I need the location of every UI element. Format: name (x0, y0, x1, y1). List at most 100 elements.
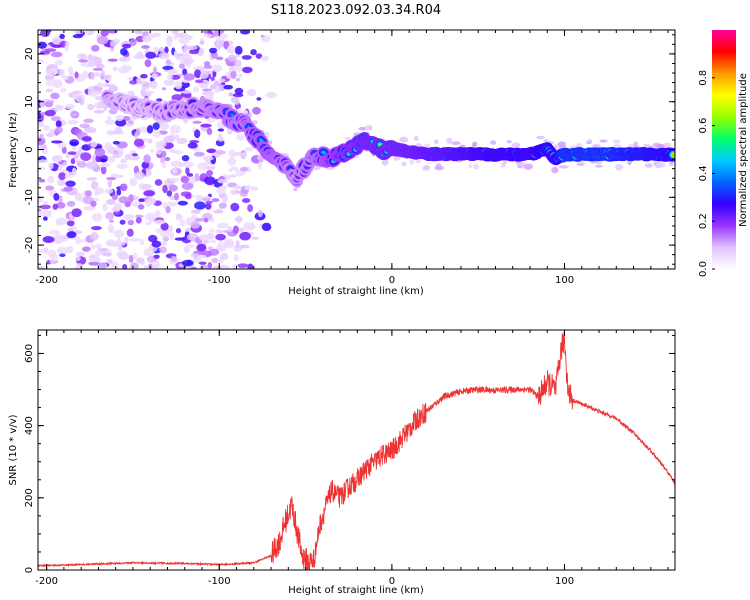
spectrogram-noise-blob (230, 166, 239, 171)
snr-frame (37, 329, 676, 571)
spectrogram-noise-blob (239, 244, 250, 249)
spectrogram-noise-blob (655, 162, 666, 168)
spectrogram-noise-blob (218, 133, 223, 139)
spectrogram-noise-blob (141, 81, 151, 91)
spectrogram-noise-blob (159, 121, 169, 131)
spectrogram-noise-blob (104, 119, 116, 126)
spectrogram-noise-blob (186, 173, 194, 177)
spectrogram-noise-blob (143, 248, 155, 257)
spectrogram-x-tick-label: 100 (555, 275, 574, 286)
spectrogram-x-tick-label: -100 (208, 275, 231, 286)
spectrogram-noise-blob (187, 45, 198, 50)
colorbar-tick-label: 0.0 (698, 261, 709, 277)
spectrogram-noise-blob (468, 163, 473, 169)
spectrogram-noise-blob (75, 251, 86, 257)
spectrogram-noise-blob (137, 204, 145, 210)
spectrogram-noise-blob (423, 143, 431, 148)
spectrogram-noise-blob (135, 77, 142, 85)
spectrogram-noise-blob (415, 158, 422, 164)
colorbar-ticks: 0.0 0.2 0.4 0.6 0.8 (698, 70, 715, 277)
spectrogram-noise-blob (252, 106, 261, 115)
spectrogram-noise-blob (506, 139, 512, 144)
spectrogram-noise-blob (543, 138, 549, 143)
spectrogram-noise-blob (267, 140, 273, 145)
spectrogram-y-tick-label: -10 (24, 189, 35, 205)
spectrogram-noise-blob (435, 163, 442, 170)
spectrogram-noise-blob (239, 166, 248, 172)
spectrogram-noise-blob (247, 204, 254, 213)
spectrogram-noise-blob (217, 179, 229, 184)
spectrogram-noise-blob (133, 165, 140, 175)
spectrogram-noise-blob (80, 152, 92, 162)
spectrogram-noise-blob (223, 84, 233, 90)
spectrogram-noise-blob (195, 217, 205, 222)
spectrogram-noise-blob (106, 258, 114, 265)
spectrogram-noise-blob (71, 167, 77, 176)
spectrogram-noise-blob (233, 151, 242, 157)
spectrogram-noise-blob (129, 177, 138, 187)
spectrogram-y-axis-label: Frequency (Hz) (8, 112, 19, 188)
spectrogram-noise-blob (205, 33, 213, 38)
spectrogram-x-ticks: -200 -100 0 100 (35, 30, 669, 286)
spectrogram-noise-blob (43, 200, 48, 205)
spectrogram-noise-blob (182, 68, 188, 76)
spectrogram-noise-blob (203, 61, 211, 67)
spectrogram-noise-blob (84, 126, 97, 133)
spectrogram-noise-blob (219, 253, 229, 260)
spectrogram-noise-blob (56, 217, 68, 225)
spectrogram-noise-blob (148, 234, 158, 243)
spectrogram-noise-blob (67, 151, 77, 156)
spectrogram-noise-blob (116, 163, 128, 170)
spectrogram-noise-blob (39, 133, 44, 138)
spectrogram-noise-blob (260, 55, 269, 61)
snr-y-axis-label: SNR (10 * v/v) (8, 414, 19, 485)
spectrogram-noise-blob (161, 161, 167, 169)
snr-y-tick-label: 200 (24, 488, 35, 507)
spectrogram-noise-blob (66, 200, 76, 207)
spectrogram-noise-blob (65, 245, 74, 254)
spectrogram-noise-blob (165, 59, 172, 66)
spectrogram-noise-blob (130, 149, 136, 155)
spectrogram-x-axis-label: Height of straight line (km) (288, 286, 424, 297)
spectrogram-noise-blob (118, 57, 128, 62)
spectrogram-noise-blob (74, 192, 82, 202)
spectrogram-noise-blob (198, 261, 207, 265)
spectrogram-noise-blob (216, 186, 226, 195)
spectrogram-noise-blob (559, 165, 569, 169)
spectrogram-noise-blob (161, 150, 167, 158)
spectrogram-noise-blob (39, 204, 51, 210)
spectrogram-noise-blob (242, 66, 253, 74)
spectrogram-noise-blob (219, 30, 225, 34)
spectrogram-noise-blob (227, 157, 237, 166)
spectrogram-noise-blob (162, 65, 174, 71)
spectrogram-noise-blob (206, 169, 214, 177)
spectrogram-noise-blob (90, 180, 99, 190)
spectrogram-noise-blob (122, 264, 128, 269)
spectrogram-noise-blob (205, 202, 212, 210)
spectrogram-noise-blob (140, 88, 146, 97)
spectrogram-noise-blob (120, 48, 128, 56)
spectrogram-noise-blob (186, 233, 199, 241)
spectrogram-noise-blob (188, 49, 200, 55)
spectrogram-noise-blob (119, 219, 126, 225)
spectrogram-noise-blob (161, 87, 167, 91)
spectrogram-noise-blob (129, 80, 137, 85)
spectrogram-noise-blob (93, 109, 105, 114)
spectrogram-noise-blob (210, 218, 215, 223)
spectrogram-noise-blob (163, 135, 175, 143)
spectrogram-noise-blob (129, 238, 141, 242)
spectrogram-noise-blob (151, 240, 162, 248)
spectrogram-noise-blob (72, 90, 83, 95)
spectrogram-noise-blob (205, 200, 213, 205)
spectrogram-noise-blob (344, 136, 351, 141)
spectrogram-noise-blob (213, 39, 226, 48)
spectrogram-noise-blob (181, 259, 194, 267)
spectrogram-noise-blob (71, 208, 82, 218)
spectrogram-noise-blob (446, 137, 453, 144)
spectrogram-noise-blob (381, 159, 389, 166)
spectrogram-noise-blob (70, 158, 76, 165)
spectrogram-noise-blob (118, 196, 129, 204)
spectrogram-noise-blob (239, 231, 251, 241)
spectrogram-noise-blob (196, 254, 207, 259)
